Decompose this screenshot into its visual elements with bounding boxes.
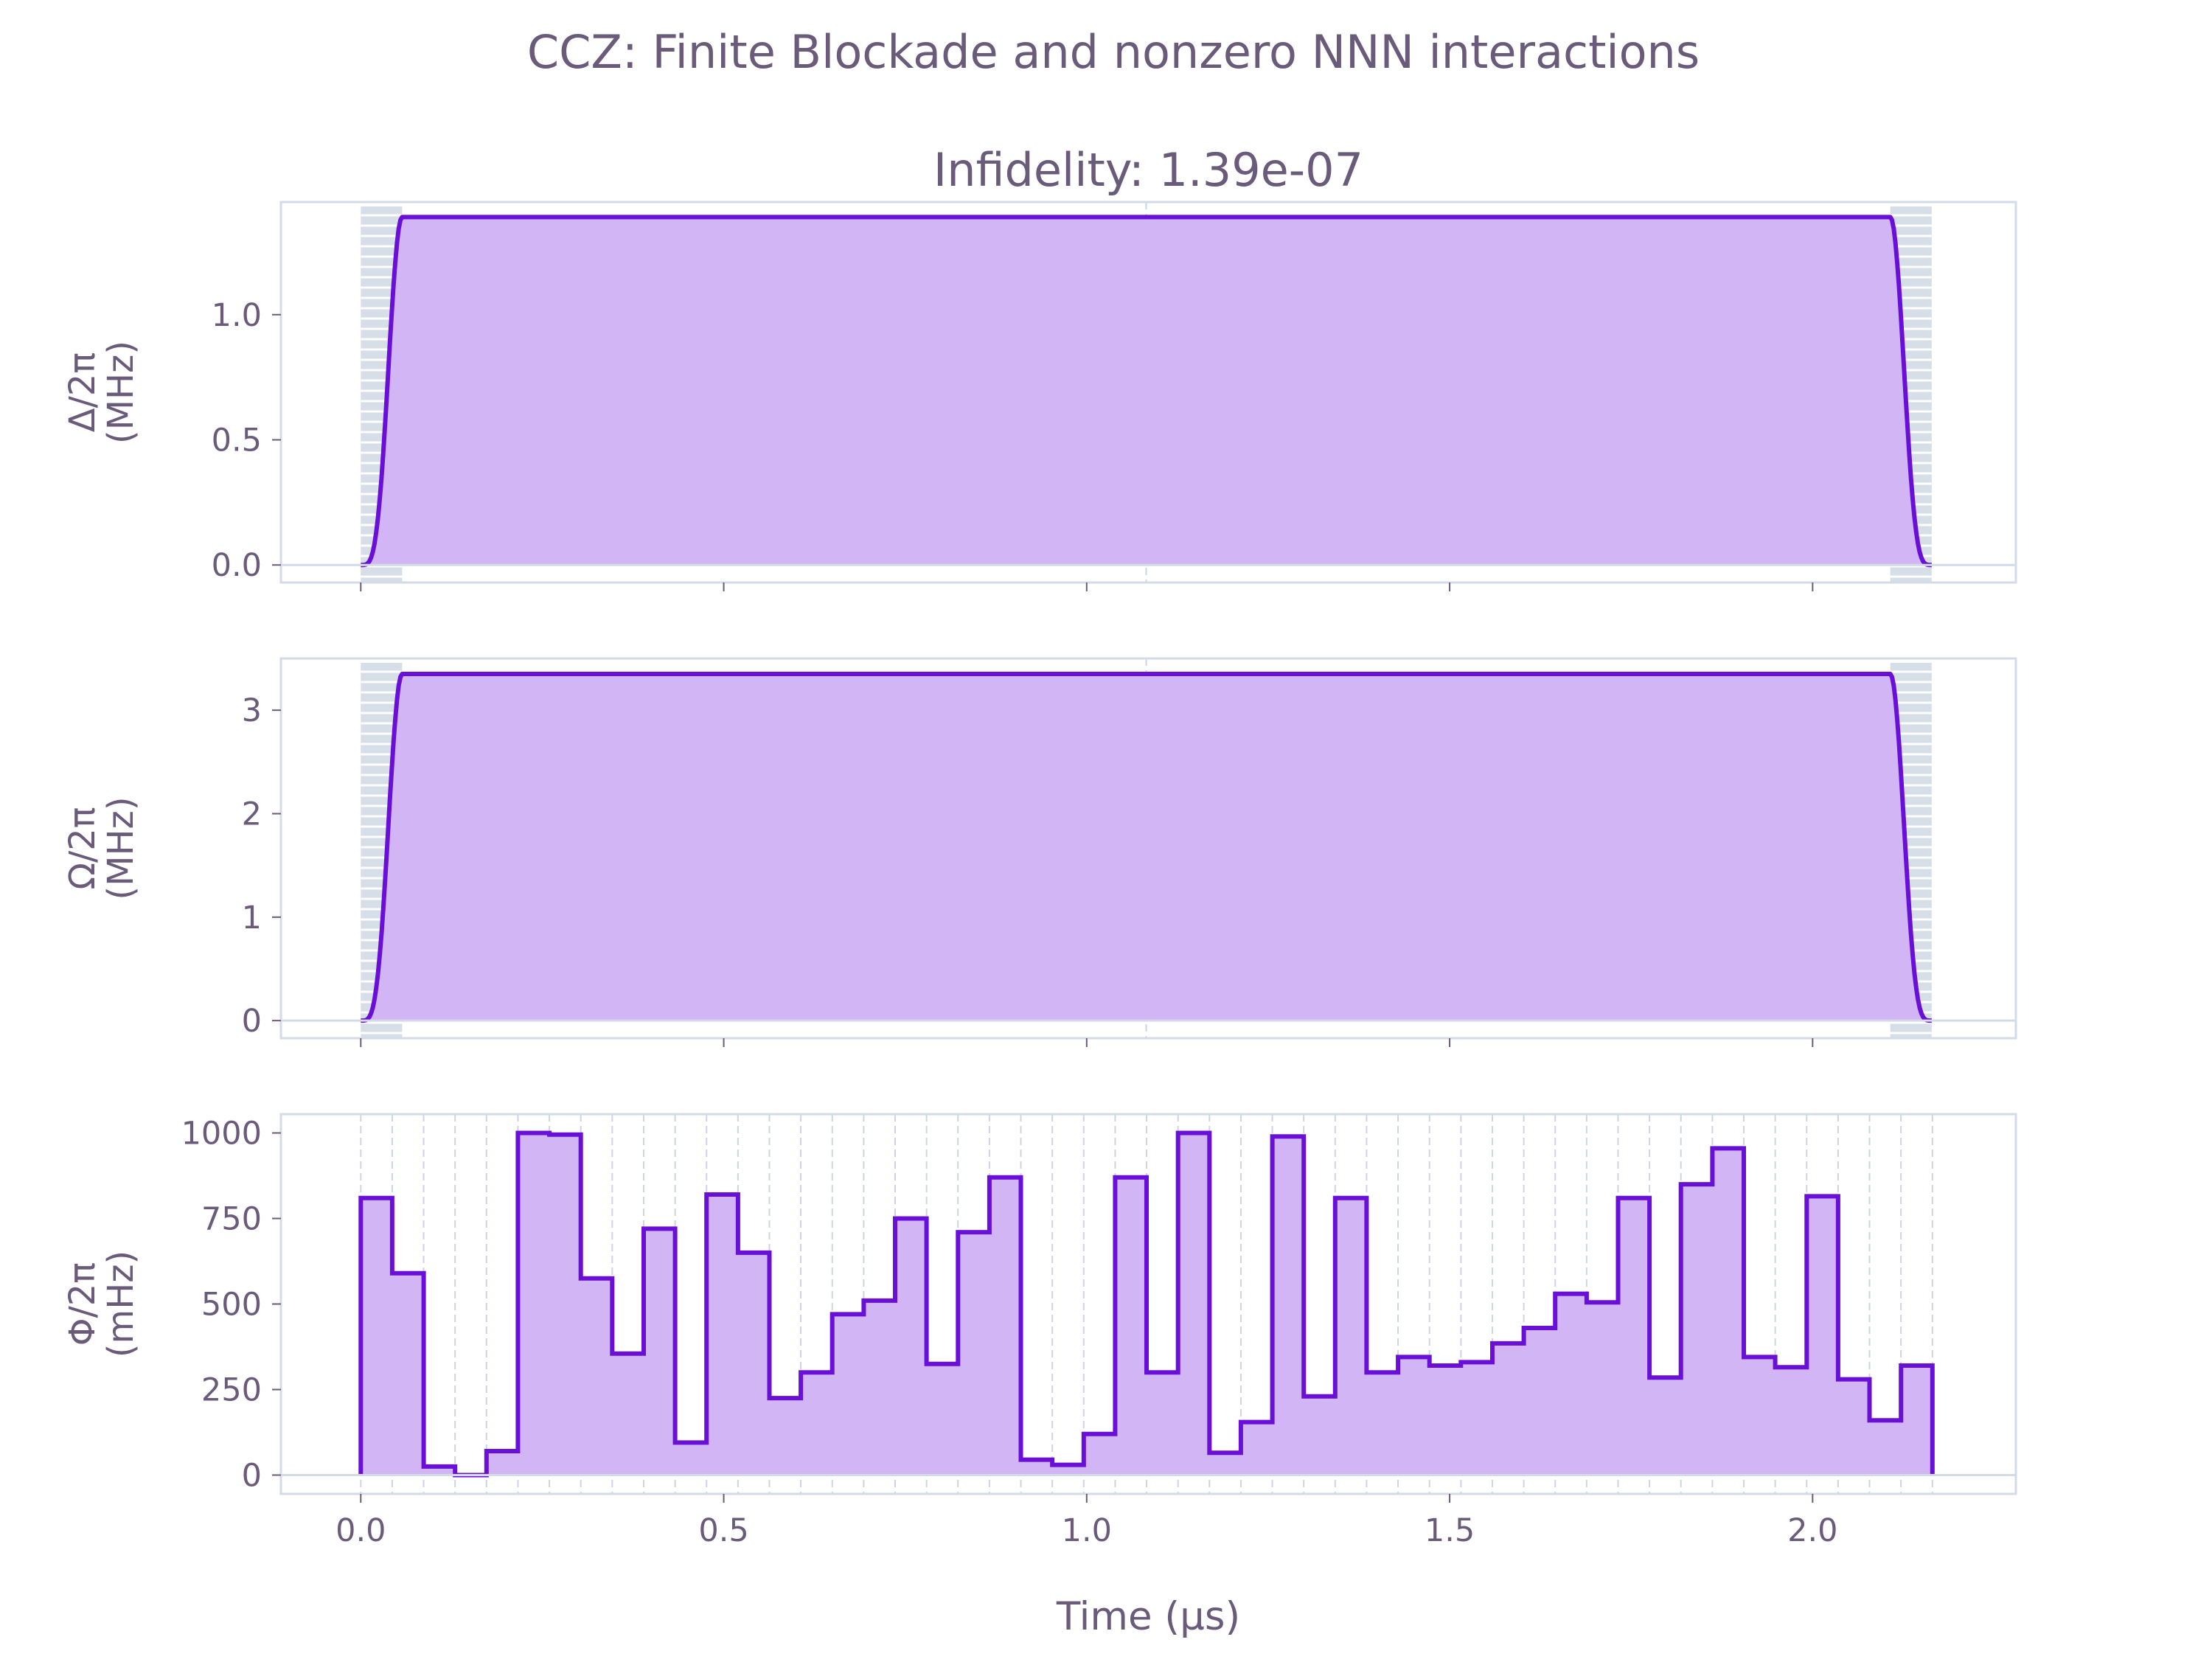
x-tick-label: 0.5 — [698, 1512, 748, 1549]
y-axis-label-line2: (MHz) — [100, 341, 142, 444]
y-tick-label: 0.0 — [212, 547, 262, 584]
y-tick-label: 0 — [242, 1003, 262, 1040]
axes-frame — [279, 657, 2017, 1040]
x-tick-label: 0.0 — [335, 1512, 386, 1549]
y-axis-label-line1: Φ/2π — [62, 1262, 103, 1346]
y-tick-label: 0 — [242, 1457, 262, 1494]
y-axis-label: Ω/2π(MHz) — [62, 796, 142, 900]
y-tick-label: 500 — [201, 1287, 262, 1324]
x-axis-label: Time (μs) — [1056, 1594, 1240, 1639]
y-axis-label-line2: (mHz) — [100, 1251, 142, 1358]
y-tick-label: 1000 — [181, 1116, 262, 1152]
x-tick-label: 2.0 — [1787, 1512, 1837, 1549]
panel-detuning: Infidelity: 1.39e-07 0.0 0.5 1.0 Δ/2π(MHz) — [62, 143, 2017, 591]
x-tick-label: 1.0 — [1062, 1512, 1112, 1549]
y-axis-label: Φ/2π(mHz) — [62, 1251, 142, 1358]
panel-rabi: 0 1 2 3 Ω/2π(MHz) — [62, 657, 2017, 1047]
y-tick-label: 0.5 — [212, 423, 262, 459]
panel-phase: 0 250 500 750 1000 0.0 0.5 1.0 1.5 2.0 Φ/2π(mHz) Ti… — [62, 1113, 2017, 1639]
y-tick-label: 1 — [242, 900, 262, 936]
phase-area — [361, 1133, 1933, 1475]
waveform-area — [361, 674, 1932, 1021]
y-tick-label: 250 — [201, 1371, 262, 1408]
y-tick-label: 3 — [242, 692, 262, 729]
phase-step-line — [358, 1130, 1935, 1478]
x-tick-label: 1.5 — [1425, 1512, 1475, 1549]
y-axis-label-line1: Δ/2π — [62, 352, 103, 432]
y-tick-label: 1.0 — [212, 297, 262, 334]
waveform-line — [360, 672, 1933, 1023]
y-axis-label-line2: (MHz) — [100, 796, 142, 900]
waveform-area — [361, 217, 1932, 566]
y-tick-label: 2 — [242, 796, 262, 832]
waveform-line — [360, 215, 1933, 568]
panel-title: Infidelity: 1.39e-07 — [933, 143, 1363, 197]
y-axis-label: Δ/2π(MHz) — [62, 341, 142, 444]
figure-title: CCZ: Finite Blockade and nonzero NNN int… — [527, 25, 1700, 79]
y-tick-label: 750 — [201, 1201, 262, 1238]
axes-frame — [279, 201, 2017, 584]
y-axis-label-line1: Ω/2π — [62, 807, 103, 889]
